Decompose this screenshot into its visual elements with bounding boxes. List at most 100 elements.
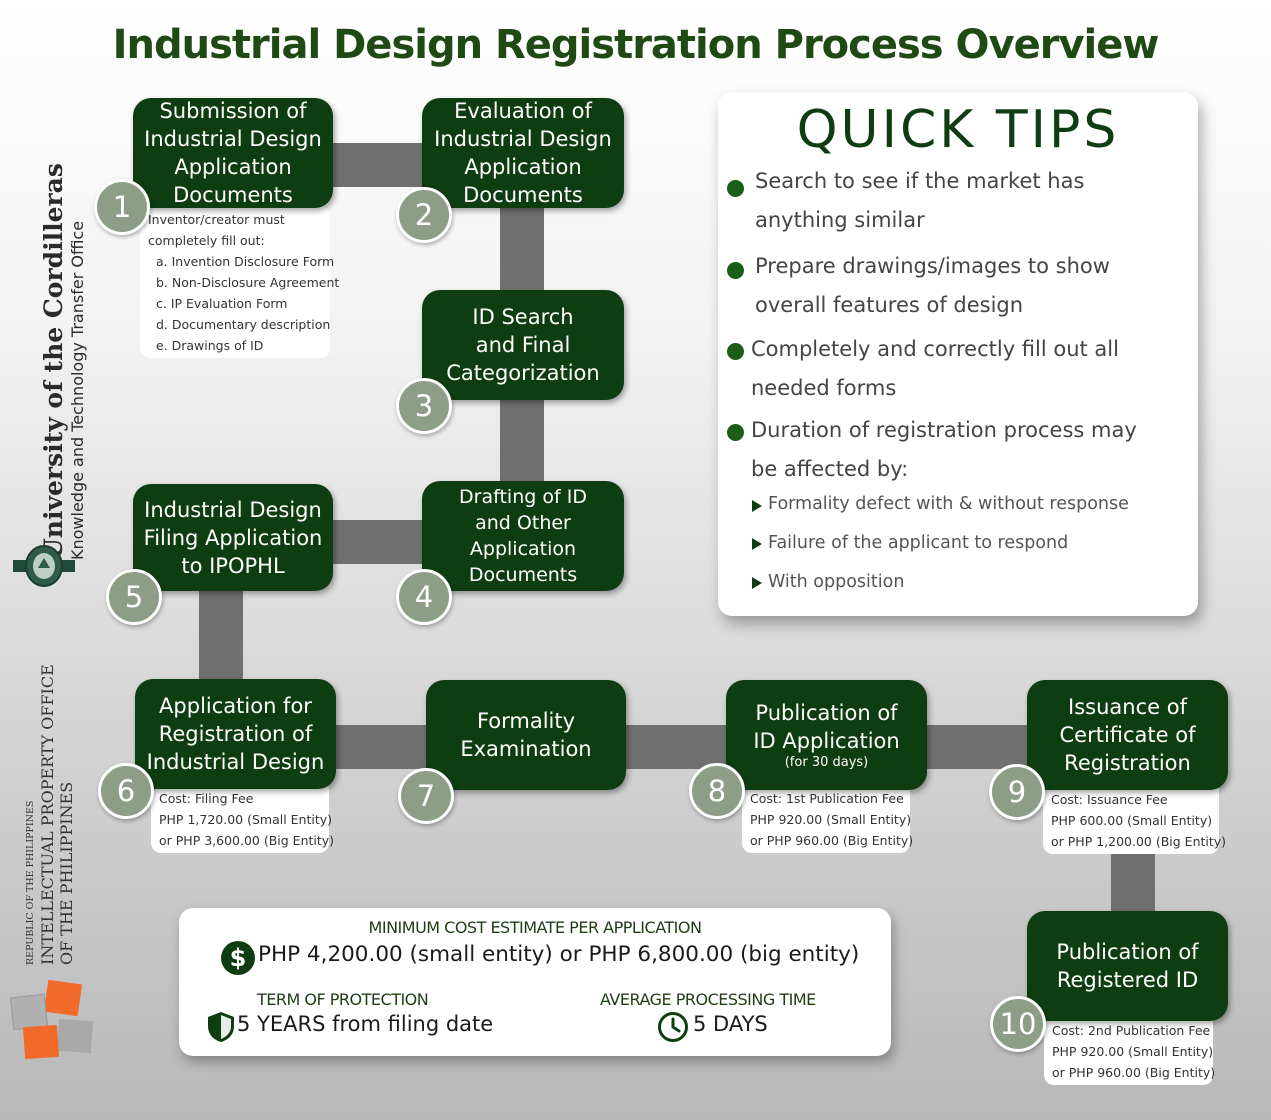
tip-line: Duration of registration process may (751, 418, 1137, 442)
note-line: PHP 920.00 (Small Entity) (750, 812, 912, 827)
step10-note: Cost: 2nd Publication Fee PHP 920.00 (Sm… (1044, 1012, 1216, 1085)
tip-subitem-1: Formality defect with & without response (768, 494, 1129, 514)
step-8-box: Publication of ID Application (for 30 da… (726, 680, 927, 790)
cost-heading: MINIMUM COST ESTIMATE PER APPLICATION (368, 918, 702, 937)
arrow-bullet-icon (752, 538, 762, 550)
step-subtext: (for 30 days) (784, 755, 869, 770)
university-seal-icon (12, 544, 76, 588)
connector-3-4 (500, 395, 544, 487)
processing-time-value: 5 DAYS (693, 1012, 768, 1036)
step-5-badge: 5 (106, 569, 162, 625)
step-text: and Other (475, 512, 571, 534)
step-text: Submission of (159, 99, 307, 123)
step1-note: Inventor/creator must completely fill ou… (140, 205, 340, 358)
cost-amount: PHP 4,200.00 (small entity) or PHP 6,800… (258, 942, 860, 967)
ipo-name-line1: INTELLECTUAL PROPERTY OFFICE (38, 664, 57, 965)
step-text: Application (174, 155, 292, 179)
note-line: c. IP Evaluation Form (156, 296, 288, 311)
step-text: Examination (460, 737, 592, 761)
step-text: Registered ID (1056, 968, 1199, 992)
note-line: Cost: 1st Publication Fee (750, 791, 904, 806)
connector-8-9 (922, 725, 1032, 769)
tip-line: anything similar (755, 208, 925, 232)
step-6-badge: 6 (98, 763, 154, 819)
note-line: PHP 1,720.00 (Small Entity) (159, 812, 333, 827)
note-line: or PHP 3,600.00 (Big Entity) (159, 833, 335, 848)
step9-note: Cost: Issuance Fee PHP 600.00 (Small Ent… (1043, 780, 1227, 854)
note-line: or PHP 960.00 (Big Entity) (750, 833, 914, 848)
step-text: Publication of (1056, 940, 1199, 964)
processing-time-label: AVERAGE PROCESSING TIME (600, 990, 816, 1009)
cost-estimate-panel: MINIMUM COST ESTIMATE PER APPLICATION $ … (179, 908, 891, 1056)
tip-line: be affected by: (751, 457, 909, 481)
ipo-name-line2: OF THE PHILIPPINES (57, 781, 76, 965)
step-7-box: Formality Examination (426, 680, 626, 790)
note-line: Inventor/creator must (148, 212, 285, 227)
tip-line: Search to see if the market has (755, 169, 1085, 193)
note-line: Cost: 2nd Publication Fee (1052, 1023, 1211, 1038)
step-9-badge: 9 (989, 764, 1045, 820)
tip-subitem-2: Failure of the applicant to respond (768, 533, 1069, 553)
term-value: 5 YEARS from filing date (237, 1012, 494, 1036)
tip-line: Prepare drawings/images to show (755, 254, 1110, 278)
tip-subitem-3: With opposition (768, 572, 905, 592)
tip-item-4: Duration of registration process may be … (751, 411, 1137, 489)
step-5-box: Industrial Design Filing Application to … (133, 484, 333, 591)
note-line: or PHP 1,200.00 (Big Entity) (1051, 834, 1227, 849)
step-text: Categorization (446, 361, 600, 385)
tip-item-3: Completely and correctly fill out all ne… (751, 330, 1119, 408)
note-line: e. Drawings of ID (156, 338, 264, 353)
step-text: Registration (1064, 751, 1191, 775)
tip-line: overall features of design (755, 293, 1024, 317)
step-10-badge: 10 (990, 996, 1046, 1052)
step-text: ID Application (753, 729, 900, 753)
step-text: Industrial Design (144, 497, 322, 522)
note-line: or PHP 960.00 (Big Entity) (1052, 1065, 1216, 1080)
step-10-box: Publication of Registered ID (1027, 911, 1228, 1021)
step-text: Industrial Design (144, 127, 322, 151)
step-text: Documents (463, 183, 583, 207)
bullet-icon (727, 180, 744, 197)
connector-4-5 (330, 520, 430, 564)
bullet-icon (727, 424, 744, 441)
step-text: and Final (475, 333, 571, 357)
step-text: Drafting of ID (459, 486, 587, 508)
step-3-box: ID Search and Final Categorization (422, 290, 624, 400)
connector-7-8 (622, 725, 732, 769)
step-text: Application for (159, 694, 312, 718)
note-line: b. Non-Disclosure Agreement (156, 275, 340, 290)
step-text: Certificate of (1059, 723, 1196, 747)
step-text: Filing Application (143, 525, 323, 550)
shield-icon (206, 1011, 236, 1043)
step-3-badge: 3 (396, 378, 452, 434)
connector-9-10 (1111, 850, 1155, 915)
ipophl-branding: REPUBLIC OF THE PHILIPPINES INTELLECTUAL… (24, 664, 76, 965)
note-line: a. Invention Disclosure Form (156, 254, 335, 269)
connector-1-2 (330, 143, 430, 187)
note-line: Cost: Filing Fee (159, 791, 254, 806)
step-text: to IPOPHL (181, 553, 285, 578)
step-text: Issuance of (1068, 695, 1187, 719)
step-4-box: Drafting of ID and Other Application Doc… (422, 481, 624, 591)
university-name: University of the Cordilleras (39, 163, 68, 560)
arrow-bullet-icon (752, 577, 762, 589)
step8-note: Cost: 1st Publication Fee PHP 920.00 (Sm… (742, 780, 914, 853)
step-text: Application (469, 538, 577, 560)
page-title: Industrial Design Registration Process O… (112, 22, 1160, 68)
note-line: d. Documentary description (156, 317, 331, 332)
step-2-badge: 2 (396, 187, 452, 243)
quick-tips-panel: QUICK TIPS Search to see if the market h… (718, 92, 1198, 616)
tip-line: needed forms (751, 376, 897, 400)
connector-2-3 (500, 205, 544, 295)
step-text: Registration of (158, 722, 313, 746)
tip-item-1: Search to see if the market has anything… (755, 162, 1084, 240)
note-line: Cost: Issuance Fee (1051, 792, 1168, 807)
step-text: Evaluation of (454, 99, 592, 123)
connector-6-7 (332, 725, 432, 769)
dollar-icon: $ (221, 941, 255, 975)
step-text: Publication of (755, 701, 898, 725)
step-1-box: Submission of Industrial Design Applicat… (133, 98, 333, 208)
term-label: TERM OF PROTECTION (257, 990, 429, 1009)
step6-note: Cost: Filing Fee PHP 1,720.00 (Small Ent… (151, 780, 335, 853)
step-7-badge: 7 (398, 768, 454, 824)
